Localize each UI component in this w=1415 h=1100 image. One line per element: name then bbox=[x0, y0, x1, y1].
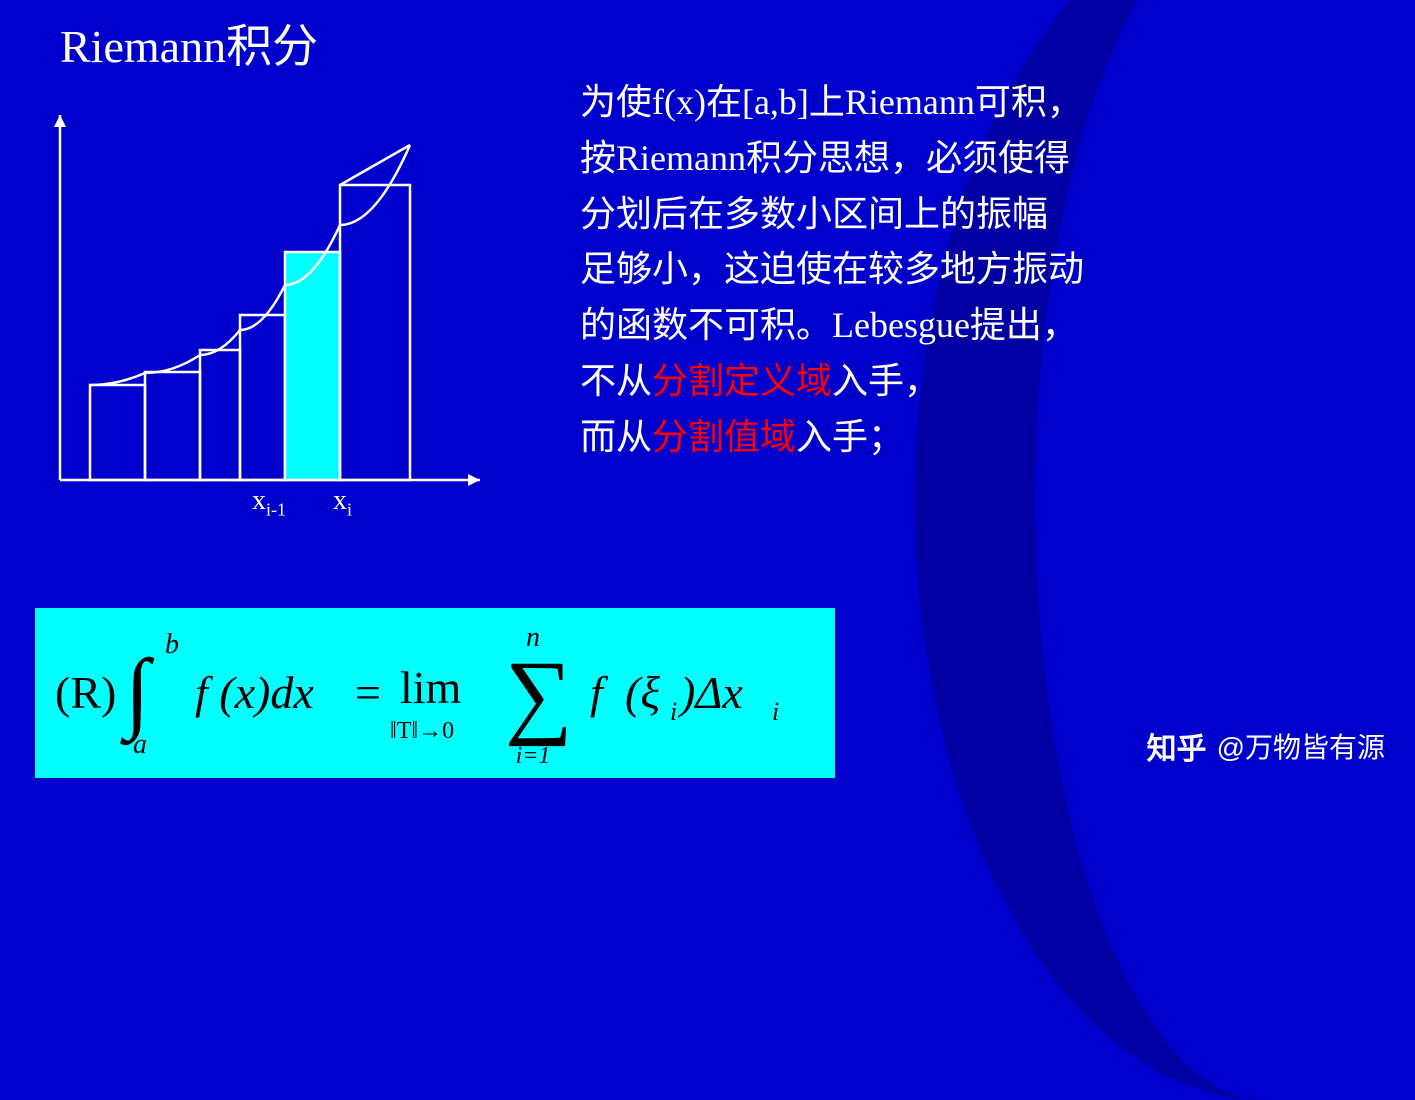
text-line-3: 分划后在多数小区间上的振幅 bbox=[580, 187, 1410, 243]
x-axis-label-curr: xi bbox=[333, 485, 352, 521]
riemann-chart: xi-1 xi bbox=[30, 95, 500, 525]
page-title: Riemann积分 bbox=[60, 10, 318, 76]
text-line-5: 的函数不可积。Lebesgue提出， bbox=[580, 298, 1410, 354]
integrand: f (x)dx bbox=[195, 667, 314, 718]
text-line-1: 为使f(x)在[a,b]上Riemann可积， bbox=[580, 75, 1410, 131]
summand-xi: (ξ bbox=[625, 667, 660, 718]
highlight-range: 分割值域 bbox=[652, 417, 796, 457]
formula-box: (R) ∫ b a f (x)dx = lim ‖T‖→0 ∑ n i=1 f … bbox=[35, 608, 835, 778]
summand-dx-sub: i bbox=[772, 697, 779, 726]
chart-svg bbox=[30, 95, 500, 525]
int-upper-bound: b bbox=[165, 629, 179, 660]
sigma-sign: ∑ bbox=[505, 641, 573, 747]
watermark-text: @万物皆有源 bbox=[1217, 726, 1385, 766]
text-line-4: 足够小，这迫使在较多地方振动 bbox=[580, 242, 1410, 298]
summand-f: f bbox=[590, 667, 609, 718]
equals: = bbox=[355, 667, 381, 718]
text-line-7: 而从分割值域入手； bbox=[580, 410, 1410, 466]
formula-svg: (R) ∫ b a f (x)dx = lim ‖T‖→0 ∑ n i=1 f … bbox=[35, 608, 835, 778]
lim: lim bbox=[400, 662, 462, 713]
formula-R: (R) bbox=[55, 667, 116, 718]
int-lower-bound: a bbox=[133, 729, 147, 760]
sum-lower: i=1 bbox=[516, 743, 551, 769]
summand-xi-sub: i bbox=[670, 697, 677, 726]
text-line-6: 不从分割定义域入手， bbox=[580, 354, 1410, 410]
x-axis-label-prev: xi-1 bbox=[252, 485, 286, 521]
sum-upper: n bbox=[526, 622, 540, 653]
watermark: 知乎 @万物皆有源 bbox=[1147, 724, 1385, 768]
highlight-domain: 分割定义域 bbox=[652, 361, 832, 401]
text-line-2: 按Riemann积分思想，必须使得 bbox=[580, 131, 1410, 187]
summand-dx: )Δx bbox=[677, 667, 743, 718]
zhihu-logo-icon: 知乎 bbox=[1147, 724, 1207, 768]
lim-sub: ‖T‖→0 bbox=[390, 718, 454, 744]
explanation-text: 为使f(x)在[a,b]上Riemann可积， 按Riemann积分思想，必须使… bbox=[580, 75, 1410, 466]
